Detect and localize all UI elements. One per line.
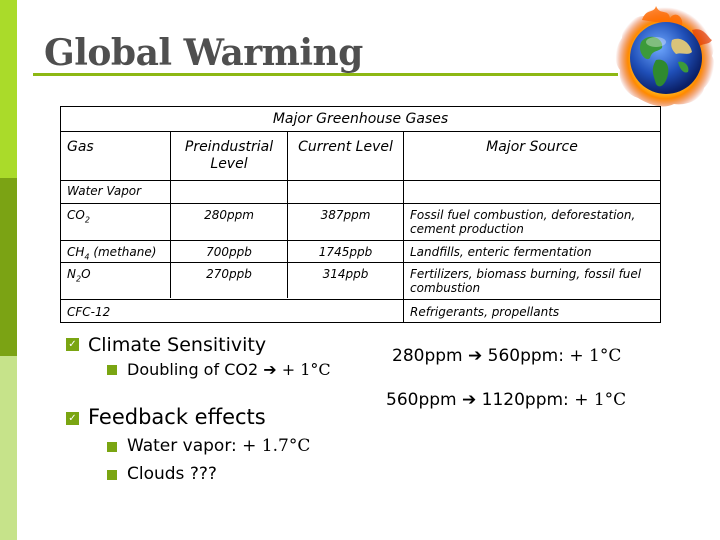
table-row-preindustrial: 280ppm [204,208,254,222]
table-row-gas: CO2 [67,208,90,225]
table-row-source: Landfills, enteric fermentation [410,245,592,259]
note1-value: + 1°C [569,346,622,366]
title-underline [33,73,618,76]
slide-title: Global Warming [44,32,363,74]
sub-bullet-doubling: Doubling of CO2 ➔ + 1°C [127,360,331,379]
water-vapor-text: Water vapor: [127,436,243,456]
table-rule [61,131,660,132]
sub-bullet-square-icon [107,442,117,452]
sensitivity-note-1: 280ppm ➔ 560ppm: + 1°C [392,346,621,366]
table-rule [170,131,171,298]
table-row-gas: CH4 (methane) [67,245,157,262]
table-rule [61,180,660,181]
table-row-preindustrial: 700ppb [206,245,252,259]
table-row-preindustrial: 270ppb [206,267,252,281]
header-major-source: Major Source [486,139,578,155]
burning-globe-icon [615,2,715,107]
table-row-current: 387ppm [320,208,371,222]
table-row-gas: Water Vapor [67,184,142,198]
doubling-value: + 1°C [281,360,331,379]
greenhouse-gas-table: Major Greenhouse Gases Gas Preindustrial… [60,106,661,323]
header-preindustrial-level: Preindustrial Level [184,139,274,172]
table-row-source: Fossil fuel combustion, deforestation, c… [410,208,636,236]
note2-value: + 1°C [574,390,627,410]
accent-bar-top [0,0,17,178]
bullet-check-icon: ✓ [66,338,79,351]
sub-bullet-water-vapor: Water vapor: + 1.7°C [127,436,310,456]
note1-from: 280ppm [392,346,463,366]
note2-from: 560ppm [386,390,457,410]
accent-bar [0,0,17,540]
sub-bullet-square-icon [107,470,117,480]
table-row-current: 1745ppb [318,245,373,259]
table-rule [61,240,660,241]
note2-to: 1120ppm: [481,390,575,410]
table-rule [61,299,660,300]
table-row-gas: CFC-12 [67,305,111,319]
bullet-check-icon: ✓ [66,412,79,425]
arrow-icon: ➔ [468,346,483,366]
sensitivity-note-2: 560ppm ➔ 1120ppm: + 1°C [386,390,626,410]
table-row-source: Fertilizers, biomass burning, fossil fue… [410,267,642,295]
sub-bullet-square-icon [107,365,117,375]
bullet-climate-sensitivity: Climate Sensitivity [88,334,267,356]
arrow-icon: ➔ [263,360,277,379]
note1-to: 560ppm: [487,346,570,366]
table-row-source: Refrigerants, propellants [410,305,560,319]
accent-bar-middle [0,178,17,356]
bullet-feedback-effects: Feedback effects [88,405,266,429]
header-gas: Gas [67,139,94,155]
table-rule [61,262,660,263]
table-rule [403,131,404,323]
water-vapor-value: + 1.7°C [242,436,311,456]
table-row-gas: N2O [67,267,91,284]
table-row-current: 314ppb [322,267,369,281]
table-caption: Major Greenhouse Gases [272,111,449,127]
accent-bar-bottom [0,356,17,540]
table-rule [61,203,660,204]
arrow-icon: ➔ [462,390,477,410]
table-rule [287,131,288,298]
sub-bullet-clouds: Clouds ??? [127,464,217,484]
header-current-level: Current Level [298,139,393,155]
doubling-text: Doubling of CO2 [127,360,259,379]
